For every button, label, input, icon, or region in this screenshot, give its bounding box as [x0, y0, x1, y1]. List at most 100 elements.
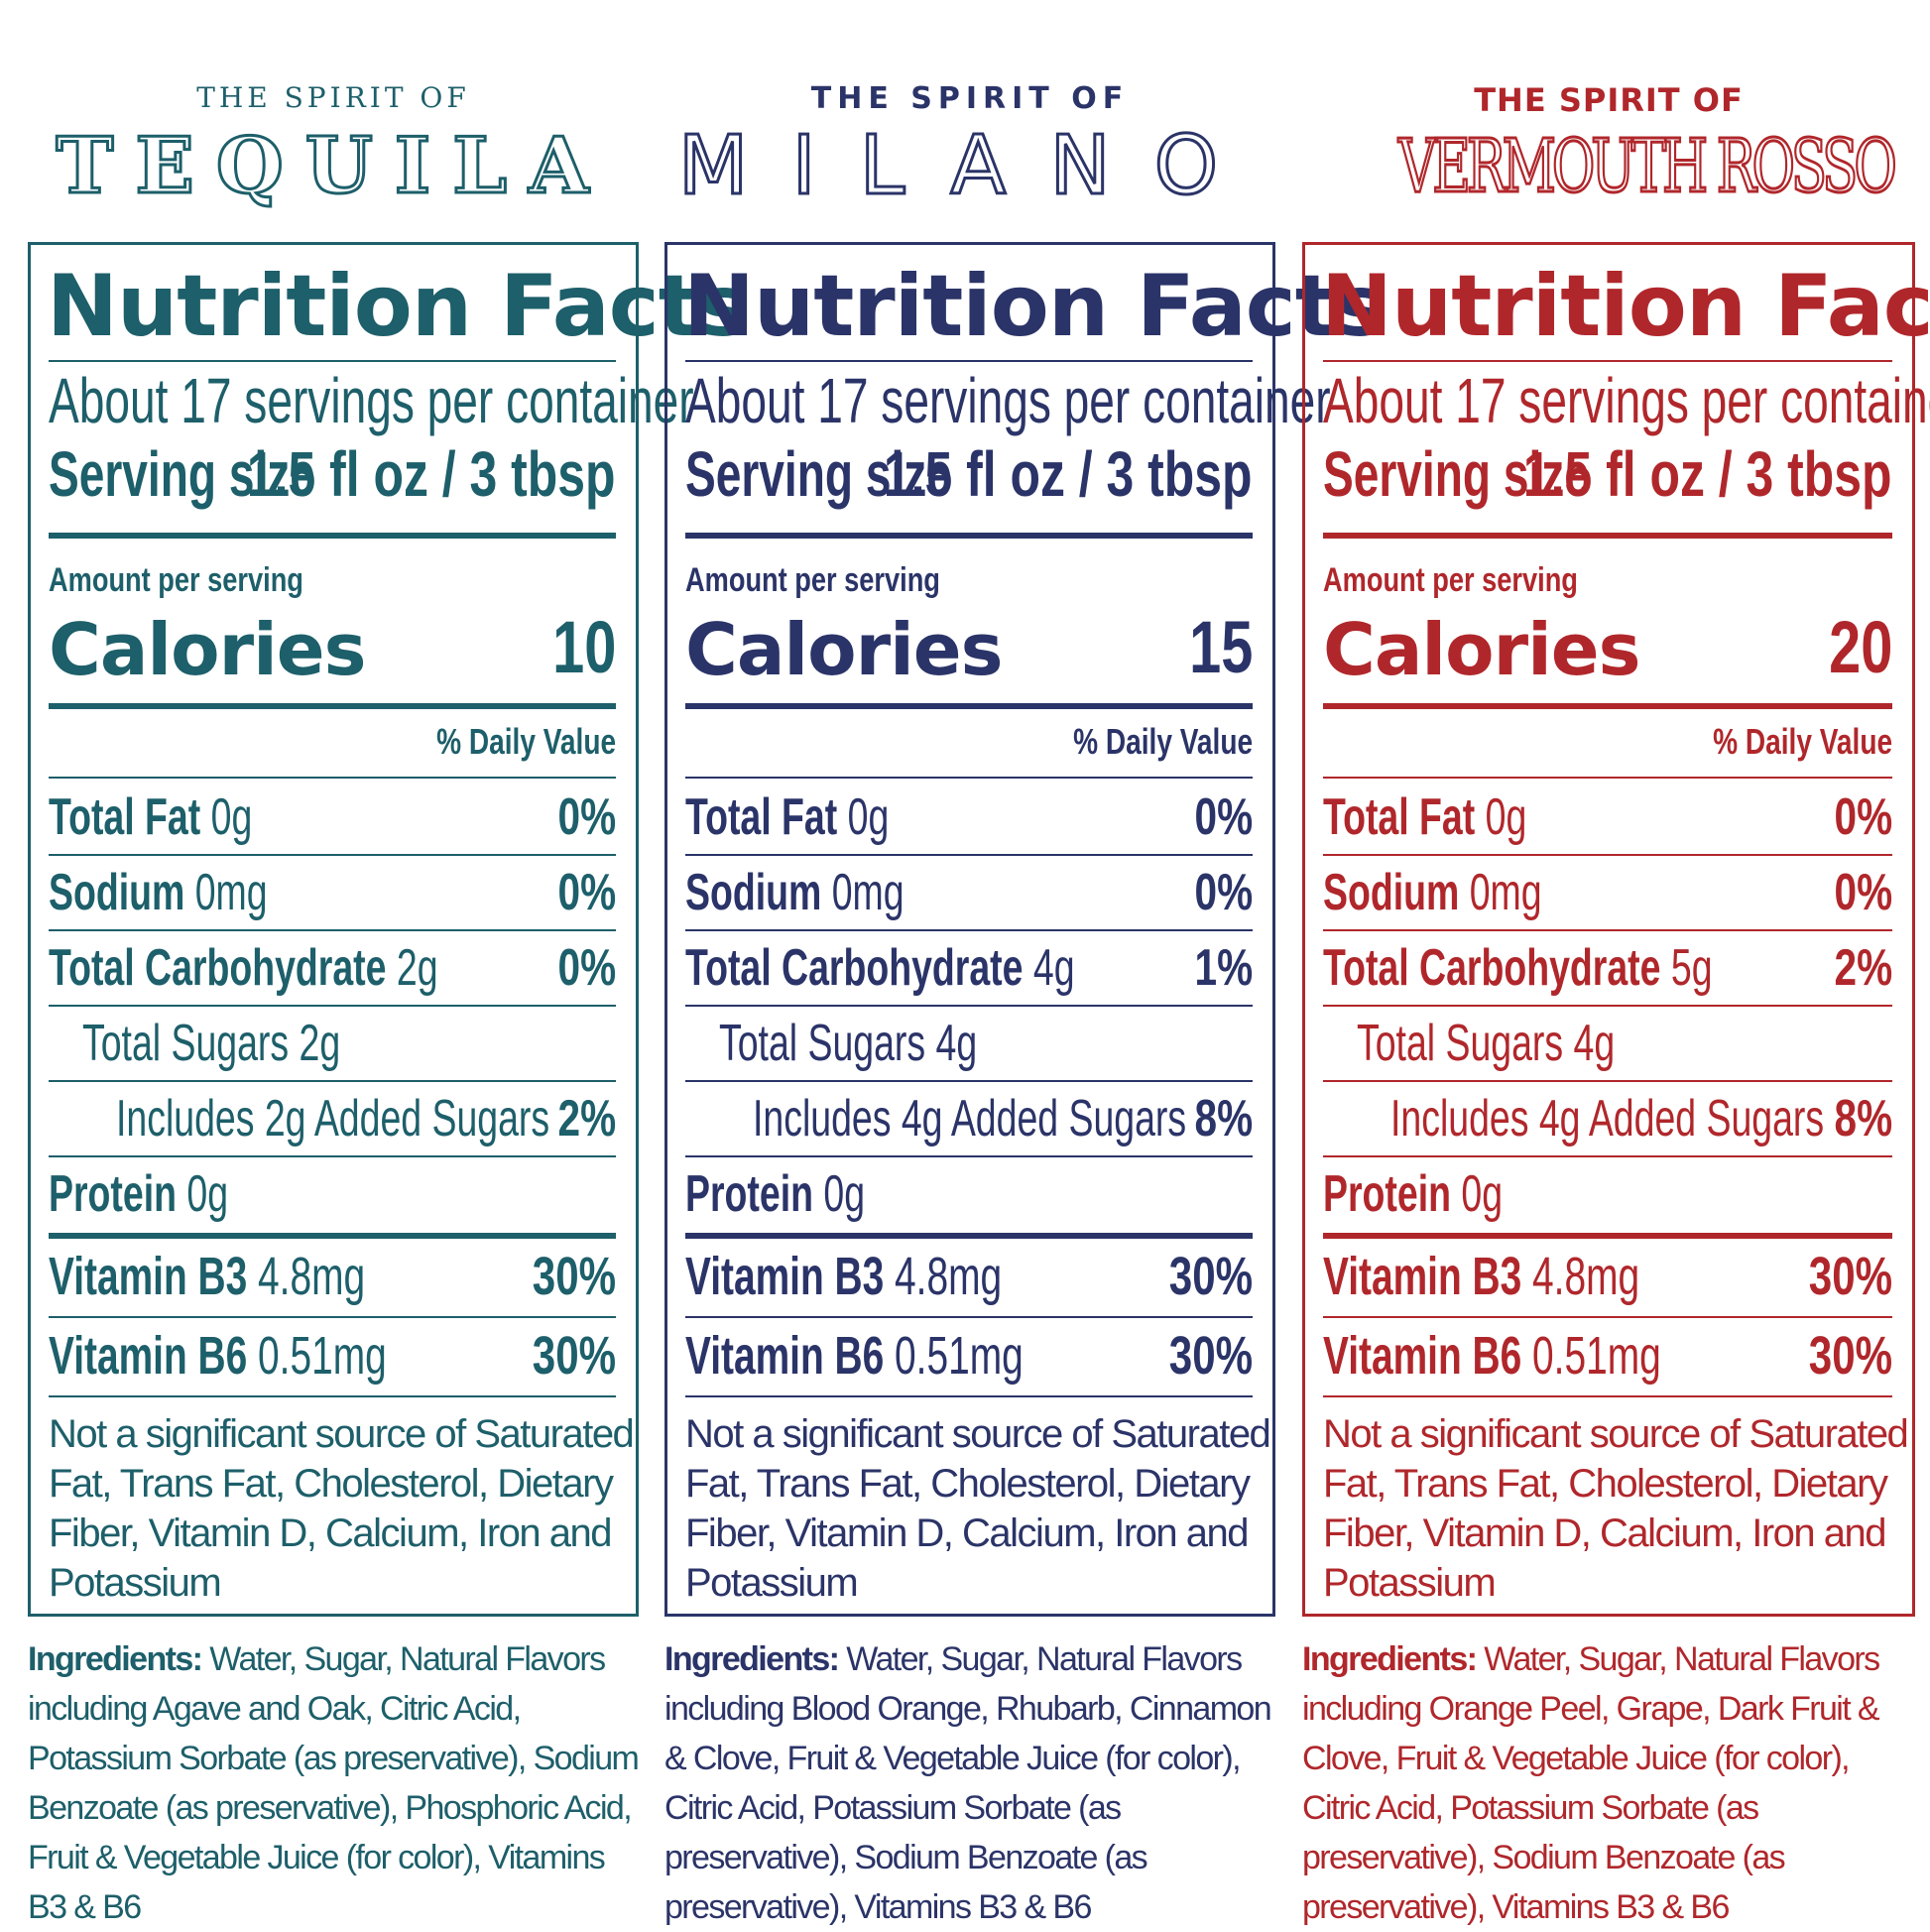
- row-total-carbohydrate-dv-text: 0%: [557, 939, 616, 997]
- row-total-fat-dv: 0%: [1178, 788, 1253, 846]
- row-total-carbohydrate-label: Total Carbohydrate: [1323, 939, 1661, 997]
- divider: [1323, 1316, 1892, 1318]
- ingredients-text: Water, Sugar, Natural Flavors including …: [664, 1640, 1272, 1926]
- brand-title: TEQUILA: [28, 117, 639, 216]
- amount-per-serving-text: Amount per serving: [1323, 561, 1578, 599]
- ingredients-label: Ingredients:: [1302, 1640, 1478, 1678]
- row-vitamin-b6-dv-text: 30%: [1808, 1326, 1892, 1386]
- daily-value-header: % Daily Value: [386, 721, 616, 763]
- amount-per-serving-text: Amount per serving: [685, 561, 940, 599]
- serving-size-label: Serving size: [49, 439, 420, 509]
- serving-size-value-text: 1.5 fl oz / 3 tbsp: [884, 438, 1253, 510]
- calories-label: Calories: [1323, 608, 1640, 691]
- row-total-carbohydrate-dv: 1%: [1178, 939, 1253, 997]
- row-total-fat-amount: 0g: [210, 788, 253, 846]
- row-vitamin-b6-label: Vitamin B6: [685, 1326, 885, 1386]
- divider: [1323, 777, 1892, 779]
- row-total-fat-dv-text: 0%: [1834, 788, 1892, 846]
- divider: [685, 533, 1253, 539]
- row-total-fat-dv: 0%: [1818, 788, 1892, 846]
- ingredients-text: Water, Sugar, Natural Flavors including …: [1302, 1640, 1880, 1926]
- row-vitamin-b3-amount: 4.8mg: [895, 1247, 1003, 1306]
- daily-value-header: % Daily Value: [1023, 721, 1253, 763]
- row-vitamin-b6-dv-text: 30%: [532, 1326, 616, 1386]
- row-added-sugars: Includes 4g Added Sugars: [753, 1090, 1355, 1147]
- row-protein: Protein 0g: [685, 1165, 934, 1223]
- panel-heading: Nutrition Facts: [47, 257, 749, 356]
- row-total-sugars: Total Sugars 2g: [82, 1015, 440, 1072]
- brand-pretitle: THE SPIRIT OF: [810, 81, 1130, 116]
- divider: [49, 929, 616, 931]
- row-vitamin-b3-dv: 30%: [1785, 1247, 1892, 1306]
- brand-title-text: VERMOUTH ROSSO: [1397, 123, 1898, 211]
- row-total-fat: Total Fat 0g: [1323, 788, 1606, 846]
- row-added-sugars-dv: 8%: [1178, 1090, 1253, 1147]
- divider: [1323, 360, 1892, 362]
- row-total-carbohydrate-amount: 5g: [1670, 939, 1713, 997]
- ingredients-label: Ingredients:: [28, 1640, 203, 1678]
- not-significant-note: Not a significant source of Saturated Fa…: [685, 1412, 1271, 1605]
- label-column-vermouth: THE SPIRIT OF VERMOUTH ROSSO Nutrition Fac…: [1302, 0, 1930, 1930]
- row-total-carbohydrate-dv-text: 1%: [1194, 939, 1253, 997]
- row-vitamin-b6-label: Vitamin B6: [1323, 1326, 1522, 1386]
- servings-per-container: About 17 servings per container: [685, 366, 1582, 435]
- row-total-carbohydrate: Total Carbohydrate 5g: [1323, 939, 1864, 997]
- daily-value-header-text: % Daily Value: [435, 721, 616, 762]
- serving-size-label-text: Serving size: [49, 438, 315, 510]
- divider: [1323, 1080, 1892, 1082]
- row-total-fat: Total Fat 0g: [49, 788, 331, 846]
- row-added-sugars-dv-text: 2%: [557, 1090, 616, 1147]
- row-sodium-amount: 0mg: [1469, 864, 1542, 921]
- not-significant-note: Not a significant source of Saturated Fa…: [49, 1412, 635, 1605]
- serving-size-value: 1.5 fl oz / 3 tbsp: [1419, 439, 1892, 509]
- row-total-carbohydrate-label: Total Carbohydrate: [49, 939, 387, 997]
- serving-size-value-text: 1.5 fl oz / 3 tbsp: [247, 438, 616, 510]
- row-vitamin-b3-amount: 4.8mg: [258, 1247, 366, 1306]
- divider: [685, 1316, 1253, 1318]
- divider: [685, 1233, 1253, 1239]
- row-total-carbohydrate: Total Carbohydrate 2g: [49, 939, 589, 997]
- divider: [685, 360, 1253, 362]
- row-total-carbohydrate-amount: 2g: [396, 939, 438, 997]
- servings-text: About 17 servings per container: [1323, 365, 1930, 436]
- divider: [685, 1080, 1253, 1082]
- row-total-fat-amount: 0g: [1485, 788, 1527, 846]
- row-sodium-dv-text: 0%: [557, 864, 616, 921]
- divider: [49, 703, 616, 709]
- label-column-milano: THE SPIRIT OF MILANO Nutrition Facts About …: [664, 0, 1386, 1930]
- row-vitamin-b3-dv-text: 30%: [532, 1247, 616, 1306]
- row-vitamin-b3: Vitamin B3 4.8mg: [685, 1247, 1125, 1306]
- brand-title-text: MILANO: [676, 118, 1263, 215]
- calories-label: Calories: [49, 608, 366, 691]
- row-vitamin-b6-dv-text: 30%: [1168, 1326, 1253, 1386]
- row-total-fat-amount: 0g: [847, 788, 890, 846]
- row-total-sugars-text: Total Sugars 2g: [82, 1015, 341, 1072]
- serving-size-value: 1.5 fl oz / 3 tbsp: [780, 439, 1253, 509]
- row-vitamin-b6: Vitamin B6 0.51mg: [49, 1326, 518, 1386]
- calories-value-text: 15: [1188, 606, 1253, 688]
- serving-size-label-text: Serving size: [685, 438, 952, 510]
- row-vitamin-b3-dv: 30%: [1146, 1247, 1253, 1306]
- serving-size-value-text: 1.5 fl oz / 3 tbsp: [1523, 438, 1892, 510]
- row-total-fat-dv-text: 0%: [1194, 788, 1253, 846]
- row-protein: Protein 0g: [1323, 1165, 1572, 1223]
- divider: [685, 854, 1253, 856]
- calories-value-text: 20: [1828, 606, 1892, 688]
- row-vitamin-b6-dv: 30%: [1785, 1326, 1892, 1386]
- row-vitamin-b6: Vitamin B6 0.51mg: [685, 1326, 1154, 1386]
- row-protein-amount: 0g: [823, 1165, 866, 1223]
- row-total-carbohydrate-label: Total Carbohydrate: [685, 939, 1024, 997]
- divider: [49, 1233, 616, 1239]
- ingredients: Ingredients: Water, Sugar, Natural Flavo…: [1302, 1634, 1919, 1932]
- row-total-carbohydrate: Total Carbohydrate 4g: [685, 939, 1226, 997]
- row-protein-label: Protein: [1323, 1165, 1451, 1223]
- row-sodium: Sodium 0mg: [685, 864, 989, 921]
- row-vitamin-b3-label: Vitamin B3: [1323, 1247, 1522, 1306]
- row-vitamin-b3-dv-text: 30%: [1808, 1247, 1892, 1306]
- daily-value-header: % Daily Value: [1662, 721, 1892, 763]
- daily-value-header-text: % Daily Value: [1072, 721, 1253, 762]
- ingredients: Ingredients: Water, Sugar, Natural Flavo…: [28, 1634, 643, 1932]
- row-added-sugars-dv: 2%: [542, 1090, 616, 1147]
- divider: [1323, 854, 1892, 856]
- divider: [49, 777, 616, 779]
